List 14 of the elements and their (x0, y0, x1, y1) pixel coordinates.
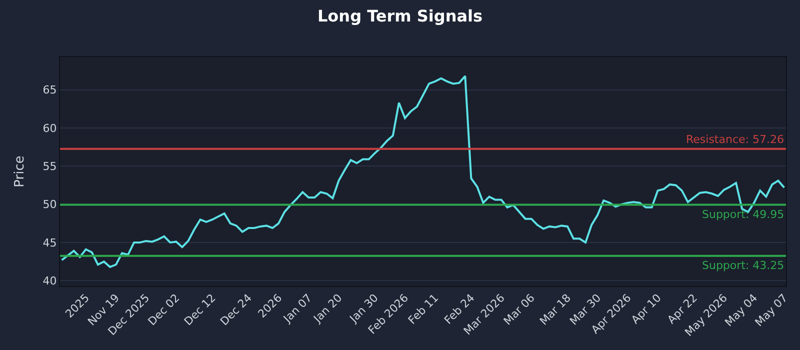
ref-line-label: Resistance: 57.26 (686, 133, 784, 146)
x-tick-label: Apr 10 (628, 292, 664, 327)
chart-title: Long Term Signals (317, 6, 483, 26)
x-tick-label: Dec 24 (218, 292, 254, 328)
y-tick-label: 65 (42, 84, 57, 97)
y-tick-label: 55 (42, 160, 57, 174)
y-tick-label: 45 (42, 236, 57, 250)
ref-line-label: Support: 49.95 (702, 208, 784, 221)
x-tick-label: Dec 12 (182, 292, 218, 328)
y-tick-label: 60 (42, 122, 57, 135)
ref-line-label: Support: 43.25 (702, 259, 784, 272)
y-tick-label: 40 (42, 274, 57, 288)
y-axis-title: Price (12, 156, 28, 188)
y-tick-label: 50 (42, 198, 57, 212)
